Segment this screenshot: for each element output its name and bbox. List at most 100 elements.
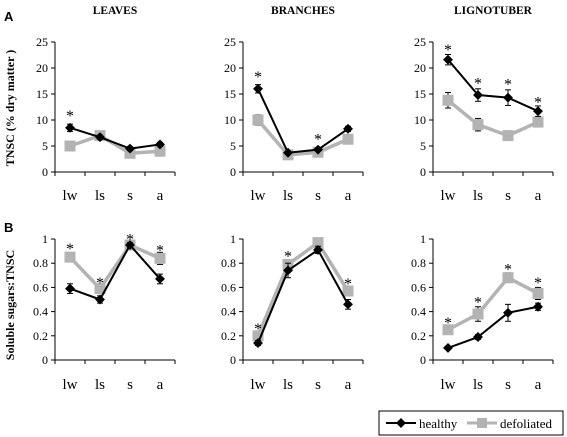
data-point bbox=[283, 147, 293, 158]
y-tick-label: 0.2 bbox=[33, 329, 48, 343]
y-tick-label: 15 bbox=[36, 87, 48, 101]
y-tick-label: 15 bbox=[224, 87, 236, 101]
series-line bbox=[447, 59, 539, 113]
data-point bbox=[65, 122, 75, 133]
significance-star: * bbox=[126, 231, 134, 248]
data-point bbox=[95, 132, 105, 143]
x-tick-label: lw bbox=[441, 188, 456, 204]
x-tick-label: lw bbox=[251, 377, 266, 393]
x-tick-label: ls bbox=[95, 377, 105, 393]
x-tick-label: lw bbox=[251, 188, 266, 204]
y-tick-label: 0 bbox=[42, 165, 48, 179]
data-point bbox=[342, 133, 354, 145]
data-point bbox=[442, 324, 454, 336]
data-point bbox=[343, 299, 353, 310]
significance-star: * bbox=[534, 275, 542, 292]
panel-A-leaves: LEAVES 0 5 10 15 20 25 lw ls s a * bbox=[36, 5, 176, 204]
x-tick-label: a bbox=[535, 377, 542, 393]
data-point bbox=[253, 338, 263, 349]
significance-star: * bbox=[254, 321, 262, 338]
data-point bbox=[532, 287, 544, 299]
significance-star: * bbox=[66, 108, 74, 125]
y-tick-label: 5 bbox=[42, 139, 48, 153]
y-tick-label: 0.8 bbox=[33, 256, 48, 270]
y-tick-label: 0.4 bbox=[33, 305, 48, 319]
series-line bbox=[447, 275, 539, 332]
x-tick-label: s bbox=[315, 377, 321, 393]
significance-star: * bbox=[314, 132, 322, 149]
series-line bbox=[257, 248, 349, 344]
significance-star: * bbox=[254, 69, 262, 86]
y-tick-label: 10 bbox=[414, 113, 426, 127]
series-defoliated bbox=[252, 114, 354, 161]
significance-star: * bbox=[474, 294, 482, 311]
series-healthy bbox=[253, 244, 353, 349]
x-tick-label: a bbox=[535, 188, 542, 204]
series-line bbox=[256, 118, 349, 157]
data-point bbox=[154, 252, 166, 264]
x-tick-label: lw bbox=[441, 377, 456, 393]
series-line bbox=[69, 126, 161, 150]
y-tick-label: 0.2 bbox=[411, 329, 426, 343]
series-defoliated bbox=[442, 91, 544, 142]
series-line bbox=[446, 98, 539, 138]
panel-title: LEAVES bbox=[93, 5, 138, 17]
data-point bbox=[442, 94, 454, 106]
series-line bbox=[69, 244, 161, 301]
panel-A-lignotuber: LIGNOTUBER 0 5 10 15 20 25 lw ls s a * * * * bbox=[414, 5, 554, 204]
x-tick-label: ls bbox=[283, 188, 293, 204]
significance-star: * bbox=[96, 275, 104, 292]
data-point bbox=[443, 342, 453, 353]
x-tick-label: a bbox=[345, 377, 352, 393]
data-point bbox=[95, 294, 105, 305]
significance-star: * bbox=[344, 276, 352, 293]
series-defoliated bbox=[64, 130, 166, 159]
y-tick-label: 0.4 bbox=[221, 305, 236, 319]
data-point bbox=[252, 114, 264, 126]
data-point bbox=[313, 244, 323, 255]
y-tick-label: 0.8 bbox=[221, 256, 236, 270]
significance-star: * bbox=[504, 262, 512, 279]
y-tick-label: 0.6 bbox=[33, 280, 48, 294]
data-point bbox=[532, 116, 544, 128]
ylabel-tnsc: TNSC (% dry matter ) bbox=[3, 50, 17, 166]
series-line bbox=[447, 305, 539, 349]
y-tick-label: 20 bbox=[414, 61, 426, 75]
panel-B-lignotuber: 0 0.2 0.4 0.6 0.8 1 lw ls s a * * * * bbox=[411, 232, 554, 393]
y-tick-label: 10 bbox=[36, 113, 48, 127]
y-tick-label: 0.6 bbox=[221, 280, 236, 294]
data-point bbox=[502, 130, 514, 142]
significance-star: * bbox=[444, 315, 452, 332]
data-point bbox=[64, 251, 76, 263]
x-tick-label: s bbox=[505, 377, 511, 393]
panel-B-branches: 0 0.2 0.4 0.6 0.8 1 lw ls s a * * * bbox=[221, 232, 364, 393]
significance-star: * bbox=[474, 75, 482, 92]
y-tick-label: 10 bbox=[224, 113, 236, 127]
y-tick-label: 1 bbox=[420, 232, 426, 246]
data-point bbox=[533, 106, 543, 117]
data-point bbox=[64, 140, 76, 152]
y-tick-label: 0.6 bbox=[411, 280, 426, 294]
y-tick-label: 1 bbox=[42, 232, 48, 246]
data-point bbox=[312, 237, 324, 249]
data-point bbox=[155, 273, 165, 284]
significance-star: * bbox=[156, 242, 164, 259]
data-point bbox=[94, 283, 106, 295]
data-point bbox=[473, 332, 483, 342]
series-line bbox=[68, 243, 161, 291]
legend-healthy-label: healthy bbox=[419, 416, 458, 431]
series-healthy bbox=[443, 301, 543, 353]
legend: healthy defoliated bbox=[378, 410, 564, 436]
series-defoliated bbox=[252, 237, 354, 342]
y-tick-label: 0 bbox=[230, 165, 236, 179]
row-label-a: A bbox=[4, 9, 14, 24]
data-point bbox=[155, 139, 165, 150]
x-tick-label: ls bbox=[473, 377, 483, 393]
data-point bbox=[252, 330, 264, 342]
significance-star: * bbox=[444, 42, 452, 59]
x-tick-label: ls bbox=[283, 377, 293, 393]
y-tick-label: 25 bbox=[414, 35, 426, 49]
series-line bbox=[257, 88, 349, 154]
y-tick-label: 15 bbox=[414, 87, 426, 101]
